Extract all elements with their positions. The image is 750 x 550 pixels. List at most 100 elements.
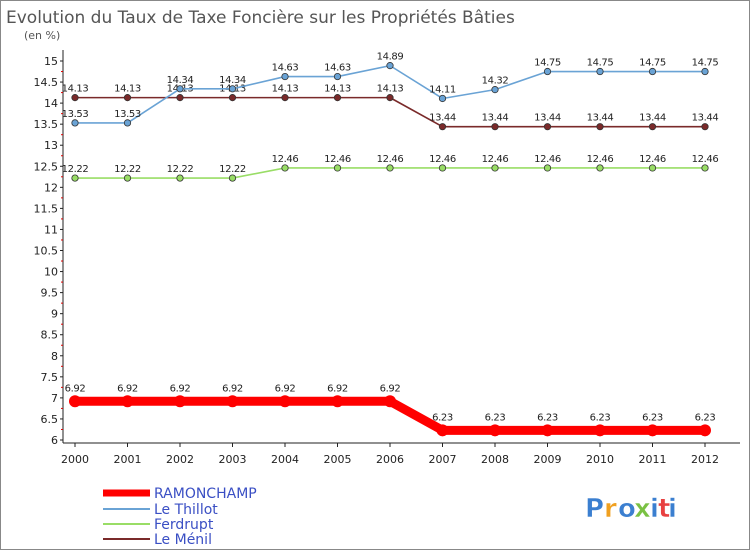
data-point [491,164,499,172]
data-point [701,67,709,76]
data-label: 12.46 [639,154,666,165]
data-label: 14.75 [639,58,666,69]
y-tick-label: 14.5 [34,76,59,89]
data-point [543,164,552,172]
data-point [176,85,184,93]
data-label: 12.46 [377,154,404,165]
data-point [438,164,447,172]
brand-letter: x [634,494,651,524]
data-label: 13.44 [692,113,719,124]
data-point [596,164,604,172]
brand-letter: r [604,494,617,524]
data-point [594,424,606,437]
data-point [69,395,81,408]
data-label: 13.44 [639,113,666,124]
x-tick-label: 2009 [534,453,562,466]
y-tick-label: 8 [51,350,58,363]
data-label: 13.53 [62,109,89,120]
data-point [386,164,394,172]
data-point [699,424,711,437]
data-point [281,164,289,172]
data-point [226,395,239,408]
data-point [491,86,499,94]
data-point [123,94,132,102]
y-tick-label: 9 [51,308,58,321]
data-label: 6.92 [65,383,86,394]
x-tick-label: 2000 [61,453,89,466]
x-tick-label: 2011 [639,453,667,466]
data-point [543,67,552,76]
data-point [121,395,134,408]
data-label: 12.46 [692,154,719,165]
data-label: 14.75 [587,58,614,69]
data-label: 14.13 [272,84,299,95]
y-tick-label: 9.5 [41,287,59,300]
data-point [176,174,184,182]
data-point [648,67,657,76]
data-point [228,85,237,93]
data-label: 12.22 [219,164,246,175]
data-point [543,123,552,131]
data-point [648,123,657,131]
x-tick-label: 2005 [324,453,352,466]
data-label: 12.22 [62,164,89,175]
data-point [384,395,396,408]
y-tick-label: 12 [44,181,58,194]
data-point [174,395,186,408]
data-point [701,123,709,131]
data-label: 14.32 [482,76,509,87]
data-point [333,164,342,172]
data-label: 14.13 [62,84,89,95]
data-point [596,67,604,76]
data-label: 14.63 [272,63,299,74]
data-label: 14.11 [429,84,456,95]
y-tick-label: 8.5 [41,329,59,342]
y-tick-label: 6.5 [41,413,59,426]
y-tick-label: 10 [44,266,58,279]
y-tick-label: 11.5 [34,202,59,215]
data-point [333,94,342,102]
data-point [228,94,237,102]
data-label: 14.75 [534,58,561,69]
data-label: 12.46 [324,154,351,165]
x-tick-label: 2003 [219,453,247,466]
y-tick-label: 13 [44,139,58,152]
data-label: 6.92 [117,383,138,394]
data-point [71,174,79,182]
y-tick-label: 15 [44,55,58,68]
data-label: 6.23 [537,412,558,423]
x-tick-label: 2007 [429,453,457,466]
legend-label: Ferdrupt [154,517,214,533]
x-tick-label: 2012 [691,453,719,466]
data-point [333,72,342,81]
data-label: 13.44 [534,113,561,124]
data-label: 13.44 [482,113,509,124]
data-point [491,123,499,131]
data-label: 12.46 [482,154,509,165]
data-label: 6.23 [642,412,663,423]
data-label: 13.53 [114,109,141,120]
data-label: 13.44 [587,113,614,124]
data-label: 6.92 [327,383,348,394]
data-point [281,94,289,102]
legend-label: RAMONCHAMP [154,486,257,502]
y-tick-label: 13.5 [34,118,59,131]
data-point [648,164,657,172]
data-label: 14.13 [114,84,141,95]
data-label: 6.23 [590,412,611,423]
data-label: 14.89 [377,52,404,63]
data-point [436,424,449,437]
data-label: 6.23 [432,412,453,423]
brand-letter: i [650,494,659,524]
data-label: 12.46 [587,154,614,165]
data-point [386,62,394,70]
data-label: 6.23 [485,412,506,423]
data-point [71,119,79,127]
brand-letter: t [658,494,670,524]
x-tick-label: 2006 [376,453,404,466]
data-label: 6.92 [170,383,191,394]
chart-subtitle: (en %) [24,29,60,42]
data-point [438,94,447,103]
